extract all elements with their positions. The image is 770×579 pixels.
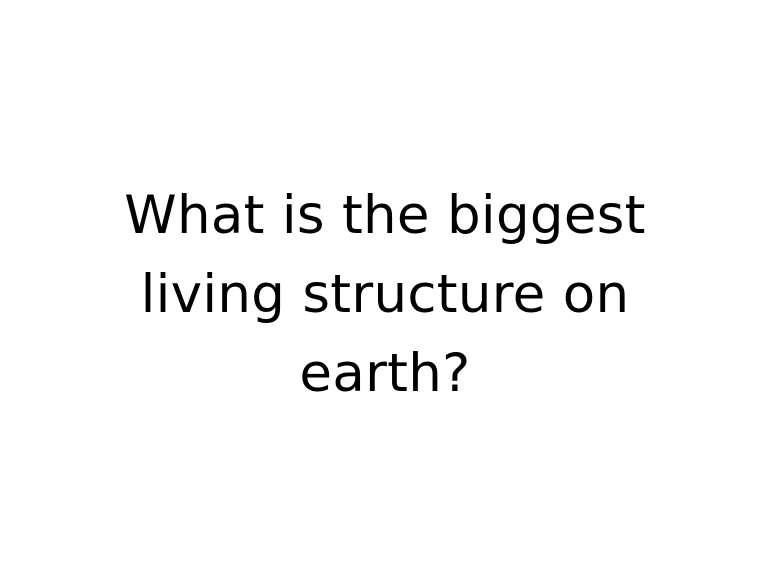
question-line-2: living structure on (140, 264, 630, 325)
question-line-1: What is the biggest (124, 185, 646, 246)
question-line-3: earth? (299, 343, 471, 404)
question-text: What is the biggest living structure on … (60, 176, 710, 413)
